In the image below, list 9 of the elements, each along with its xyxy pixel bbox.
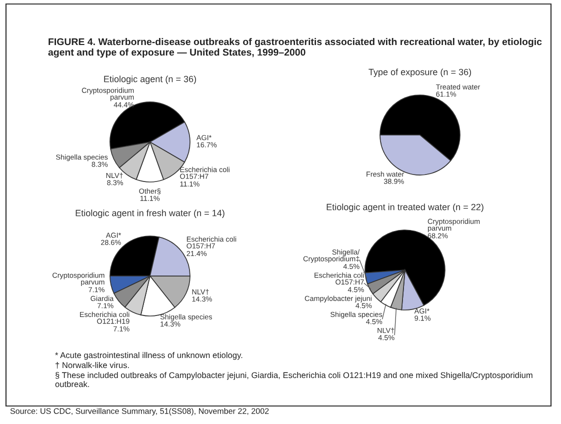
text: † Norwalk-like virus. [56, 362, 129, 369]
chart-title: Type of exposure (n = 36) [368, 68, 472, 77]
chart-title: Etiologic agent in treated water (n = 22) [326, 204, 484, 212]
text: § These included outbreaks of Campylobacter jejuni, Giardia, Escherichia coli O121:H19 and one mixed Shigella/Cryptosporidium outbreak. [55, 372, 532, 388]
text: * Acute gastrointestinal illness of unknown etiology. [55, 352, 242, 360]
chart-title: Etiologic agent (n = 36) [104, 76, 196, 84]
chart-title: Etiologic agent in fresh water (n = 14) [76, 210, 224, 218]
caption: FIGURE 4. Waterborne-disease outbreaks of gastroenteritis associated with recreational water, by etiologic agent and type of exposure — United States, 1999–2000 [48, 38, 542, 58]
source-note: Source: US CDC, Surveillance Summary, 51(SS08), November 22, 2002 [10, 408, 269, 416]
